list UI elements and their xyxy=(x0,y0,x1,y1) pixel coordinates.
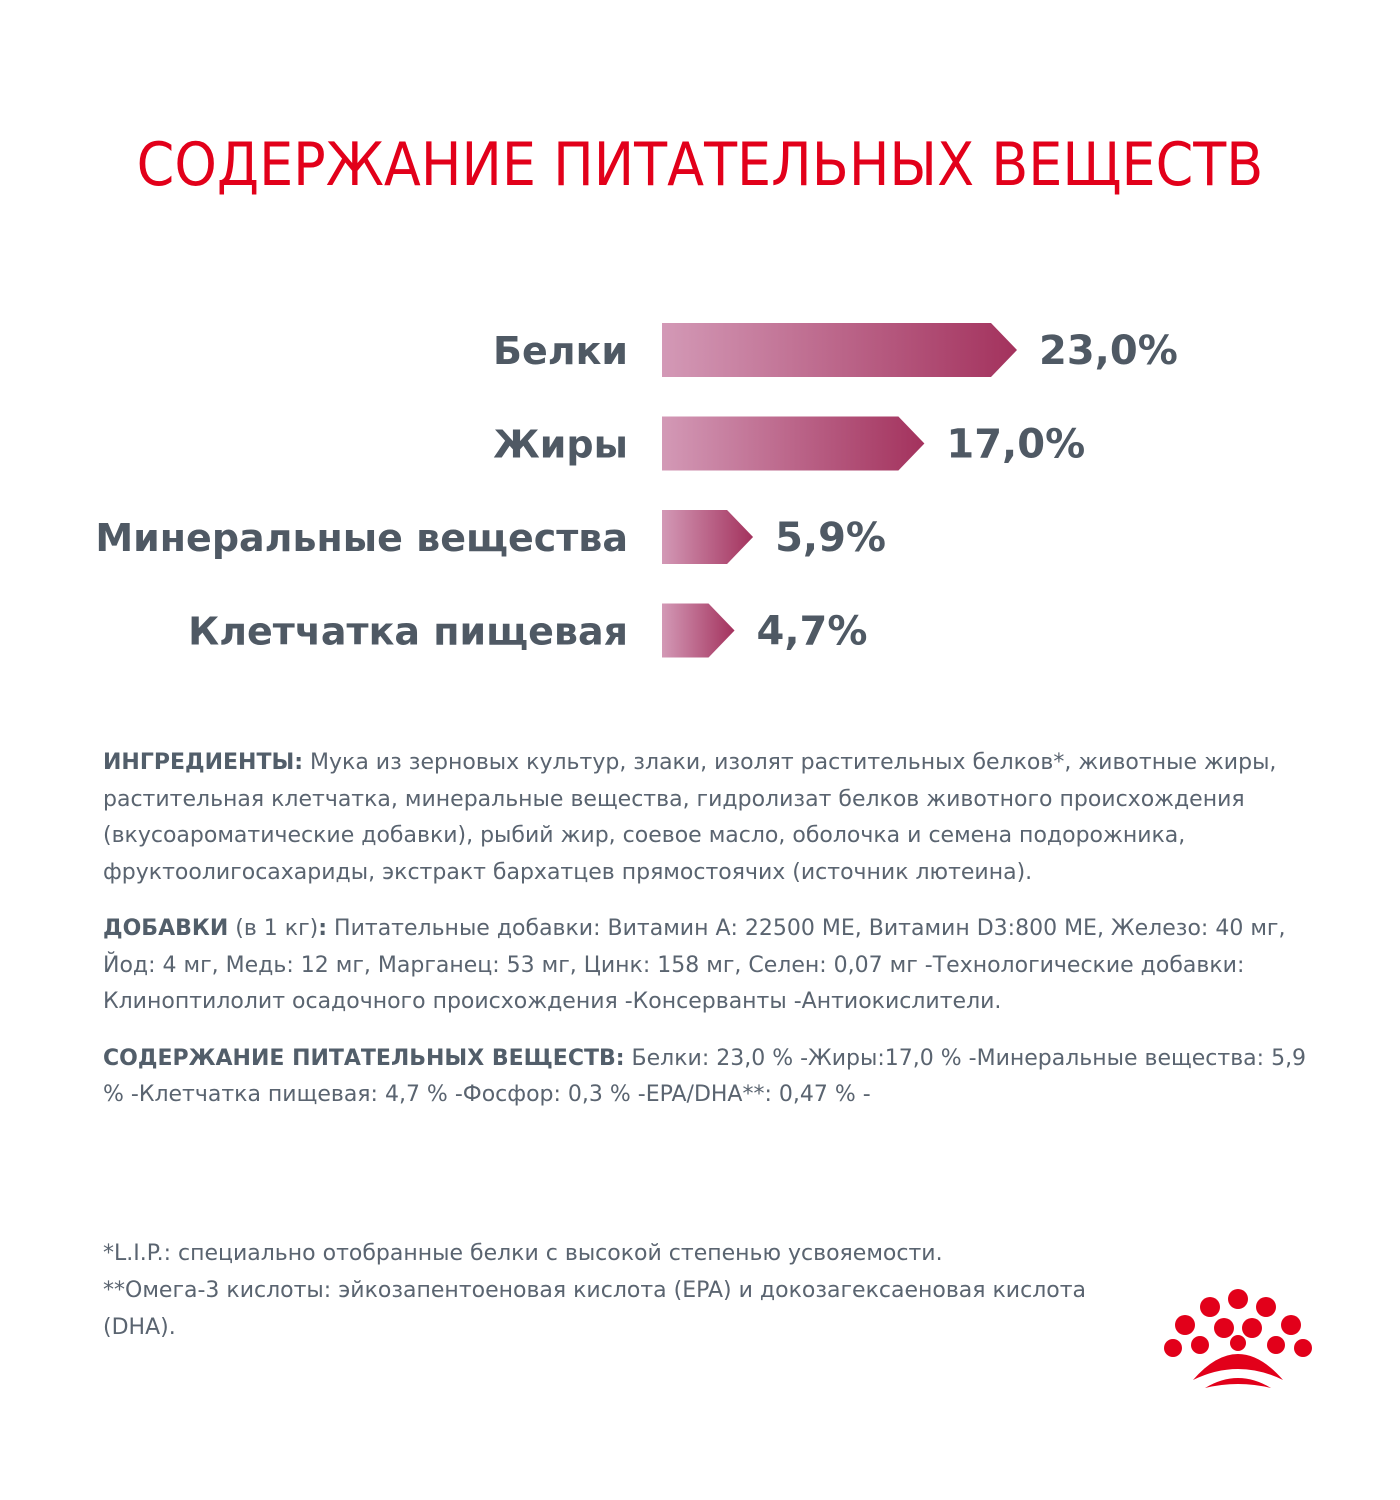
bar-1 xyxy=(662,416,925,471)
additives-unit: (в 1 кг) xyxy=(228,916,319,941)
category-label-1: Жиры xyxy=(493,423,628,467)
bar-2 xyxy=(662,510,754,564)
page-title: СОДЕРЖАНИЕ ПИТАТЕЛЬНЫХ ВЕЩЕСТВ xyxy=(136,130,1264,200)
value-label-3: 4,7% xyxy=(757,609,868,655)
footnote-lip: *L.I.P.: специально отобранные белки с в… xyxy=(103,1241,943,1266)
crown-logo xyxy=(1164,1289,1312,1388)
nutrients-label: СОДЕРЖАНИЕ ПИТАТЕЛЬНЫХ ВЕЩЕСТВ: xyxy=(103,1045,625,1071)
additives-paragraph: ДОБАВКИ (в 1 кг): Питательные добавки: В… xyxy=(103,911,1318,1021)
category-label-3: Клетчатка пищевая xyxy=(188,610,628,654)
footnote-omega: **Омега-3 кислоты: эйкозапентоеновая кис… xyxy=(103,1278,1087,1340)
crown-icon xyxy=(1164,1289,1312,1388)
bar-0 xyxy=(662,323,1017,377)
value-label-2: 5,9% xyxy=(775,515,886,561)
bar-3 xyxy=(662,603,735,658)
ingredients-label: ИНГРЕДИЕНТЫ: xyxy=(103,750,304,775)
additives-text: Питательные добавки: Витамин А: 22500 МЕ… xyxy=(103,916,1286,1014)
additives-colon: : xyxy=(318,916,328,941)
footnotes: *L.I.P.: специально отобранные белки с в… xyxy=(103,1235,1163,1346)
nutrients-paragraph: СОДЕРЖАНИЕ ПИТАТЕЛЬНЫХ ВЕЩЕСТВ: Белки: 2… xyxy=(103,1041,1318,1114)
category-label-2: Минеральные вещества xyxy=(95,516,628,560)
composition-text: ИНГРЕДИЕНТЫ: Мука из зерновых культур, з… xyxy=(103,745,1318,1134)
nutrients-text: Белки: 23,0 % -Жиры:17,0 % -Минеральные … xyxy=(103,1045,1307,1108)
ingredients-paragraph: ИНГРЕДИЕНТЫ: Мука из зерновых культур, з… xyxy=(103,745,1318,891)
additives-label: ДОБАВКИ xyxy=(103,916,229,941)
ingredients-text: Мука из зерновых культур, злаки, изолят … xyxy=(103,750,1277,885)
nutrient-bar-chart: Белки 23,0% Жиры 17,0% Минеральные вещества 5… xyxy=(95,323,1178,658)
value-label-0: 23,0% xyxy=(1039,328,1178,374)
value-label-1: 17,0% xyxy=(946,422,1085,468)
category-label-0: Белки xyxy=(493,329,628,373)
